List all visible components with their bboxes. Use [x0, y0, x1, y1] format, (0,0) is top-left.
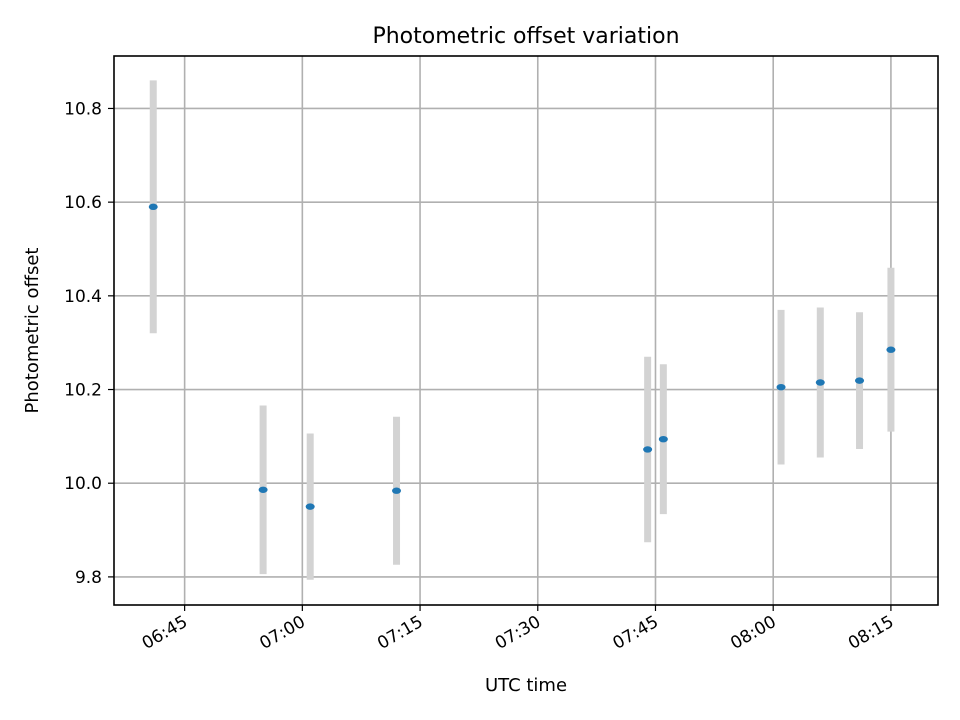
errorbars	[149, 80, 895, 580]
data-point	[643, 446, 653, 453]
y-axis-label: Photometric offset	[22, 248, 43, 414]
data-point	[776, 383, 786, 391]
y-tick-label: 10.8	[64, 99, 102, 119]
y-tick-label: 10.4	[64, 287, 102, 307]
x-axis-label: UTC time	[485, 675, 567, 696]
x-tick-label: 07:15	[374, 612, 426, 654]
x-tick-label: 07:30	[492, 612, 544, 654]
data-point	[305, 503, 315, 510]
data-point	[886, 346, 896, 353]
y-tick-label: 10.2	[64, 381, 102, 401]
data-point	[815, 379, 825, 386]
x-tick-label: 07:45	[610, 612, 662, 654]
points	[148, 203, 896, 510]
plot-frame	[113, 55, 939, 606]
data-point	[148, 203, 158, 211]
data-point	[658, 435, 668, 443]
data-point	[392, 487, 402, 494]
data-point	[258, 486, 268, 493]
chart-title: Photometric offset variation	[372, 24, 679, 49]
x-tick-label: 08:15	[845, 612, 897, 654]
y-tick-label: 9.8	[75, 568, 102, 588]
grid	[114, 56, 938, 605]
x-tick-label: 06:45	[139, 612, 191, 654]
x-tick-label: 08:00	[727, 612, 779, 654]
y-tick-label: 10.0	[64, 474, 102, 494]
y-tick-label: 10.6	[64, 193, 102, 213]
data-point	[855, 377, 865, 384]
x-tick-label: 07:00	[256, 612, 308, 654]
